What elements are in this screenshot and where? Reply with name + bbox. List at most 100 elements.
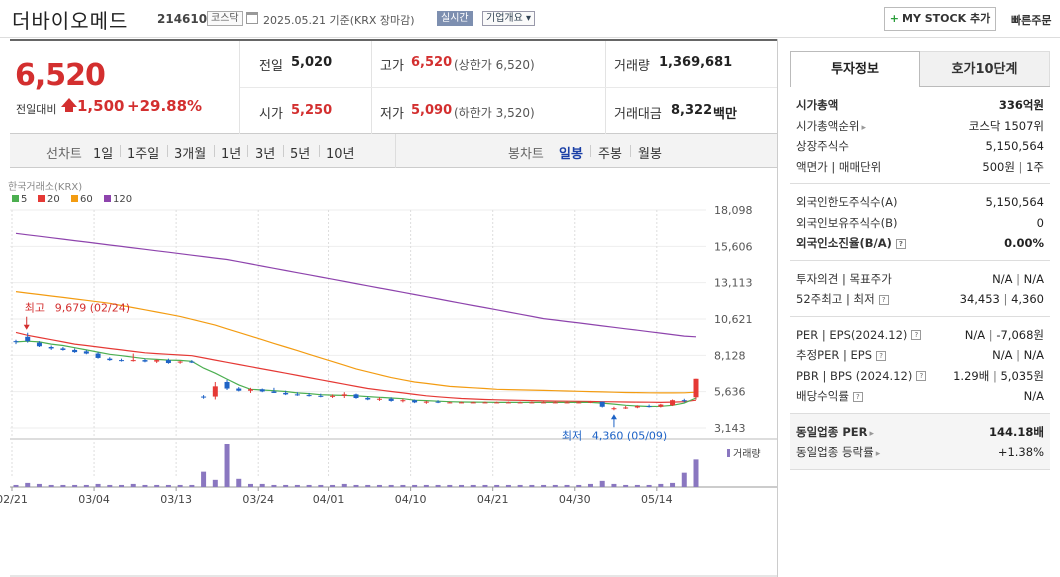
volume-bar (224, 444, 230, 487)
foreign-hold-value: 0 (1036, 215, 1044, 230)
info-tabs: 투자정보 호가10단계 (790, 51, 1050, 87)
x-tick-label: 02/21 (0, 493, 28, 506)
change-percent: +29.88% (127, 97, 203, 115)
company-overview-dropdown[interactable]: 기업개요 ▾ (482, 11, 535, 26)
volume-bar (318, 484, 324, 487)
market-cap-value: 336억원 (998, 98, 1044, 112)
candle (142, 360, 148, 362)
calendar-icon (246, 12, 258, 24)
sector-per-label[interactable]: 동일업종 PER ▸ (796, 424, 874, 439)
candle (587, 401, 593, 403)
help-icon[interactable]: ? (878, 294, 889, 305)
plus-icon: + (889, 12, 900, 25)
help-icon[interactable]: ? (852, 391, 863, 402)
foreign-limit-value: 5,150,564 (985, 195, 1044, 209)
help-icon[interactable]: ? (911, 330, 922, 340)
help-icon[interactable]: ? (916, 371, 927, 381)
volume-bar (587, 483, 593, 487)
est-per-eps-label: 추정PER | EPS? (796, 345, 887, 365)
candlestick-chart[interactable]: 한국거래소(KRX) 5 20 60 120 18,098 15,606 13,113 10,6… (0, 172, 778, 577)
period-1d[interactable]: 1일 (93, 147, 114, 162)
divider (371, 41, 372, 136)
volume-bar (435, 484, 441, 487)
volume-bar (552, 484, 558, 487)
divider (167, 145, 168, 157)
period-1w[interactable]: 1주일 (127, 147, 160, 162)
candle (259, 389, 265, 392)
face-value-label: 액면가 | 매매단위 (796, 159, 882, 174)
volume-bar (177, 484, 183, 487)
chart-period-bar: 선차트 1일 1주일 3개월 1년 3년 5년 10년 봉차트 일봉 주봉 월봉 (10, 134, 777, 168)
period-5y[interactable]: 5년 (290, 147, 311, 162)
est-per-value: N/A (992, 348, 1013, 362)
candle (658, 404, 664, 407)
legend-swatch-60 (71, 195, 78, 202)
market-cap-rank-label[interactable]: 시가총액순위 ▸ (796, 118, 867, 133)
volume-bar (658, 483, 664, 487)
volume-bar (306, 484, 312, 487)
quick-order-link[interactable]: 빠른주문 (1011, 14, 1052, 27)
volume-bar (294, 484, 300, 487)
info-row: 추정PER | EPS? N/A | N/A (796, 345, 1044, 366)
candle (36, 342, 42, 347)
candle (388, 398, 394, 401)
x-tick-label: 04/10 (395, 493, 427, 506)
candle (189, 361, 195, 363)
info-row[interactable]: 동일업종 등락률 ▸ +1.38% (796, 442, 1044, 463)
volume-bar (60, 484, 66, 487)
line-chart-label: 선차트 (46, 147, 82, 162)
foreign-ratio-value: 0.00% (1004, 236, 1044, 250)
pbr-value: 1.29배 (953, 368, 990, 383)
candle-monthly[interactable]: 월봉 (638, 147, 662, 162)
volume-bar (564, 484, 570, 487)
period-1y[interactable]: 1년 (221, 147, 242, 162)
legend-label-120: 120 (113, 194, 132, 205)
volume-bar (353, 484, 359, 487)
volume-bar (529, 484, 535, 487)
realtime-button[interactable]: 실시간 (437, 11, 473, 26)
info-row[interactable]: 시가총액순위 ▸ 코스닥 1507위 (796, 116, 1044, 137)
help-icon[interactable]: ? (895, 238, 906, 249)
volume-bar (400, 484, 406, 487)
period-3m[interactable]: 3개월 (174, 147, 207, 162)
add-my-stock-button[interactable]: + MY STOCK 추가 (884, 7, 996, 31)
period-10y[interactable]: 10년 (326, 147, 355, 162)
candle (646, 406, 652, 408)
dividend-label: 배당수익률? (796, 386, 863, 406)
candle (25, 336, 31, 342)
candle (517, 402, 523, 404)
info-row[interactable]: 동일업종 PER ▸ 144.18배 (796, 422, 1044, 443)
foreign-limit-label: 외국인한도주식수(A) (796, 195, 898, 209)
chart-canvas[interactable]: 한국거래소(KRX)5 20 60 120 18,098 15,606 13,113 10,6… (0, 172, 778, 577)
volume-bar (376, 484, 382, 487)
tab-investment-info[interactable]: 투자정보 (790, 51, 920, 87)
candle (119, 360, 125, 362)
candle (353, 394, 359, 399)
candle (623, 407, 629, 409)
volume-bar (142, 484, 148, 487)
volume-bar (165, 484, 171, 487)
y-tick-label: 10,621 (714, 313, 753, 326)
candle-weekly[interactable]: 주봉 (598, 147, 622, 162)
candle (13, 341, 19, 343)
volume-bar (95, 483, 101, 487)
volume-bar (236, 478, 242, 487)
volume-bar (623, 484, 629, 487)
help-icon[interactable]: ? (876, 350, 887, 361)
target-price: N/A (1023, 271, 1044, 286)
candle-daily[interactable]: 일봉 (559, 147, 583, 162)
current-price: 6,520 (15, 58, 106, 93)
candle (224, 381, 230, 389)
valuation-section: PER | EPS(2024.12)? N/A | -7,068원 추정PER … (790, 317, 1050, 414)
prev-close-label: 전일 (259, 59, 283, 74)
period-3y[interactable]: 3년 (255, 147, 276, 162)
volume-bar (365, 484, 371, 487)
est-eps-value: N/A (1023, 348, 1044, 362)
sector-change-label[interactable]: 동일업종 등락률 ▸ (796, 445, 881, 459)
x-tick-label: 03/13 (160, 493, 192, 506)
volume-bar (482, 484, 488, 487)
high-value: 6,520 (411, 55, 453, 70)
tab-order-book[interactable]: 호가10단계 (920, 51, 1050, 87)
candle (330, 395, 336, 397)
candle (48, 346, 54, 349)
